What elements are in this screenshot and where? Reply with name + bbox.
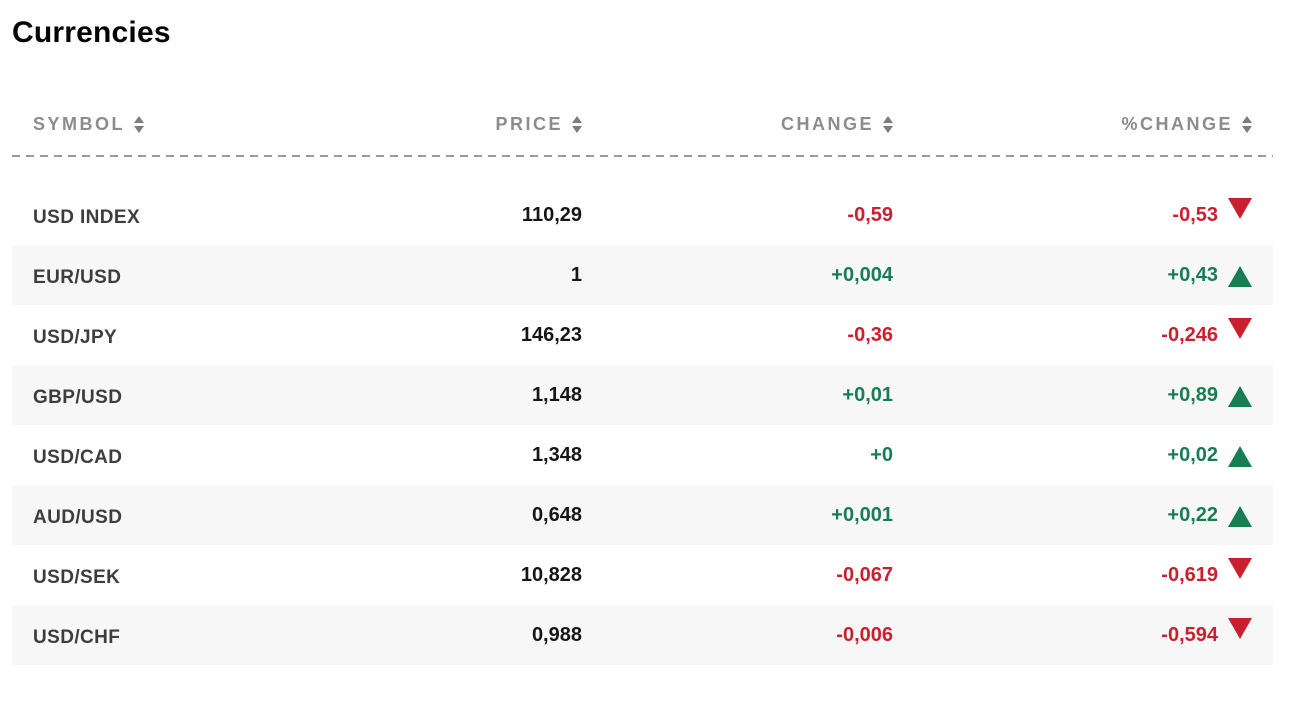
table-row[interactable]: USD/CHF 0,988 -0,006 -0,594	[12, 605, 1273, 665]
pct-change-cell: +0,22	[893, 504, 1274, 527]
symbol-label: USD/JPY	[33, 327, 118, 348]
symbol-cell[interactable]: USD/SEK	[12, 561, 312, 589]
page-title: Currencies	[12, 16, 171, 49]
table-row[interactable]: AUD/USD 0,648 +0,001 +0,22	[12, 485, 1273, 545]
pct-change-value: +0,43	[1167, 263, 1218, 286]
price-value: 110,29	[521, 203, 582, 226]
table-row[interactable]: GBP/USD 1,148 +0,01 +0,89	[12, 365, 1273, 425]
price-value: 146,23	[520, 323, 582, 346]
symbol-label: EUR/USD	[33, 267, 122, 288]
symbol-label: GBP/USD	[33, 387, 123, 408]
currencies-table: SYMBOL PRICE CHANGE %CHANGE USD INDEX 11…	[12, 109, 1273, 665]
pct-change-value: +0,02	[1167, 443, 1218, 466]
pct-change-value: -0,53	[1172, 203, 1218, 226]
symbol-cell[interactable]: GBP/USD	[12, 381, 312, 409]
symbol-cell[interactable]: AUD/USD	[12, 501, 312, 529]
price-value: 1,348	[531, 443, 582, 466]
pct-change-value: -0,594	[1161, 623, 1218, 646]
column-header-change-label: CHANGE	[780, 113, 874, 134]
column-header-change[interactable]: CHANGE	[582, 114, 893, 135]
table-row[interactable]: USD INDEX 110,29 -0,59 -0,53	[12, 185, 1273, 245]
pct-change-value: +0,22	[1167, 503, 1218, 526]
change-cell: -0,59	[582, 204, 893, 227]
change-cell: +0,004	[582, 264, 893, 287]
change-cell: +0,01	[582, 384, 893, 407]
column-header-price[interactable]: PRICE	[312, 114, 582, 135]
up-triangle-icon	[1228, 265, 1252, 287]
pct-change-cell: +0,43	[893, 264, 1274, 287]
down-triangle-icon	[1228, 317, 1252, 339]
symbol-label: USD/SEK	[33, 567, 121, 588]
symbol-cell[interactable]: USD/JPY	[12, 321, 312, 349]
up-triangle-icon	[1228, 445, 1252, 467]
table-body: USD INDEX 110,29 -0,59 -0,53 EUR/USD 1 +…	[12, 185, 1273, 665]
price-value: 1	[570, 263, 582, 286]
symbol-cell[interactable]: USD/CAD	[12, 441, 312, 469]
column-header-pct-change-label: %CHANGE	[1121, 113, 1233, 134]
symbol-label: USD/CAD	[33, 447, 123, 468]
price-cell: 0,988	[312, 624, 582, 647]
price-cell: 10,828	[312, 564, 582, 587]
price-cell: 1,148	[312, 384, 582, 407]
change-value: +0,01	[842, 383, 893, 406]
change-cell: -0,067	[582, 564, 893, 587]
up-triangle-icon	[1228, 505, 1252, 527]
price-value: 0,988	[531, 623, 582, 646]
pct-change-value: -0,619	[1161, 563, 1218, 586]
pct-change-cell: -0,53	[893, 197, 1274, 227]
symbol-cell[interactable]: EUR/USD	[12, 261, 312, 289]
pct-change-cell: +0,02	[893, 444, 1274, 467]
change-value: +0	[870, 443, 893, 466]
price-cell: 146,23	[312, 324, 582, 347]
symbol-cell[interactable]: USD INDEX	[12, 201, 312, 229]
table-row[interactable]: USD/JPY 146,23 -0,36 -0,246	[12, 305, 1273, 365]
pct-change-value: -0,246	[1161, 323, 1218, 346]
price-value: 1,148	[531, 383, 582, 406]
table-row[interactable]: USD/CAD 1,348 +0 +0,02	[12, 425, 1273, 485]
change-value: -0,59	[847, 203, 893, 226]
down-triangle-icon	[1228, 617, 1252, 639]
pct-change-cell: +0,89	[893, 384, 1274, 407]
table-header-row: SYMBOL PRICE CHANGE %CHANGE	[12, 109, 1273, 139]
header-divider	[12, 155, 1273, 157]
symbol-cell[interactable]: USD/CHF	[12, 621, 312, 649]
change-value: +0,001	[831, 503, 893, 526]
pct-change-value: +0,89	[1167, 383, 1218, 406]
down-triangle-icon	[1228, 557, 1252, 579]
price-cell: 1	[312, 264, 582, 287]
sort-icon[interactable]	[1242, 115, 1252, 133]
change-value: -0,006	[836, 623, 893, 646]
symbol-label: AUD/USD	[33, 507, 123, 528]
down-triangle-icon	[1228, 197, 1252, 219]
change-cell: -0,006	[582, 624, 893, 647]
column-header-symbol-label: SYMBOL	[33, 113, 126, 134]
price-value: 10,828	[520, 563, 582, 586]
change-value: -0,36	[847, 323, 893, 346]
change-cell: +0,001	[582, 504, 893, 527]
up-triangle-icon	[1228, 385, 1252, 407]
change-cell: +0	[582, 444, 893, 467]
price-cell: 110,29	[312, 204, 582, 227]
column-header-pct-change[interactable]: %CHANGE	[893, 114, 1274, 135]
pct-change-cell: -0,594	[893, 617, 1274, 647]
symbol-label: USD INDEX	[33, 207, 141, 228]
symbol-label: USD/CHF	[33, 627, 121, 648]
change-value: -0,067	[836, 563, 893, 586]
change-value: +0,004	[831, 263, 893, 286]
pct-change-cell: -0,619	[893, 557, 1274, 587]
change-cell: -0,36	[582, 324, 893, 347]
price-cell: 1,348	[312, 444, 582, 467]
sort-icon[interactable]	[883, 115, 893, 133]
column-header-symbol[interactable]: SYMBOL	[12, 114, 312, 135]
sort-icon[interactable]	[134, 115, 145, 133]
sort-icon[interactable]	[572, 115, 582, 133]
price-value: 0,648	[531, 503, 582, 526]
price-cell: 0,648	[312, 504, 582, 527]
column-header-price-label: PRICE	[495, 113, 563, 134]
table-row[interactable]: EUR/USD 1 +0,004 +0,43	[12, 245, 1273, 305]
table-row[interactable]: USD/SEK 10,828 -0,067 -0,619	[12, 545, 1273, 605]
pct-change-cell: -0,246	[893, 317, 1274, 347]
